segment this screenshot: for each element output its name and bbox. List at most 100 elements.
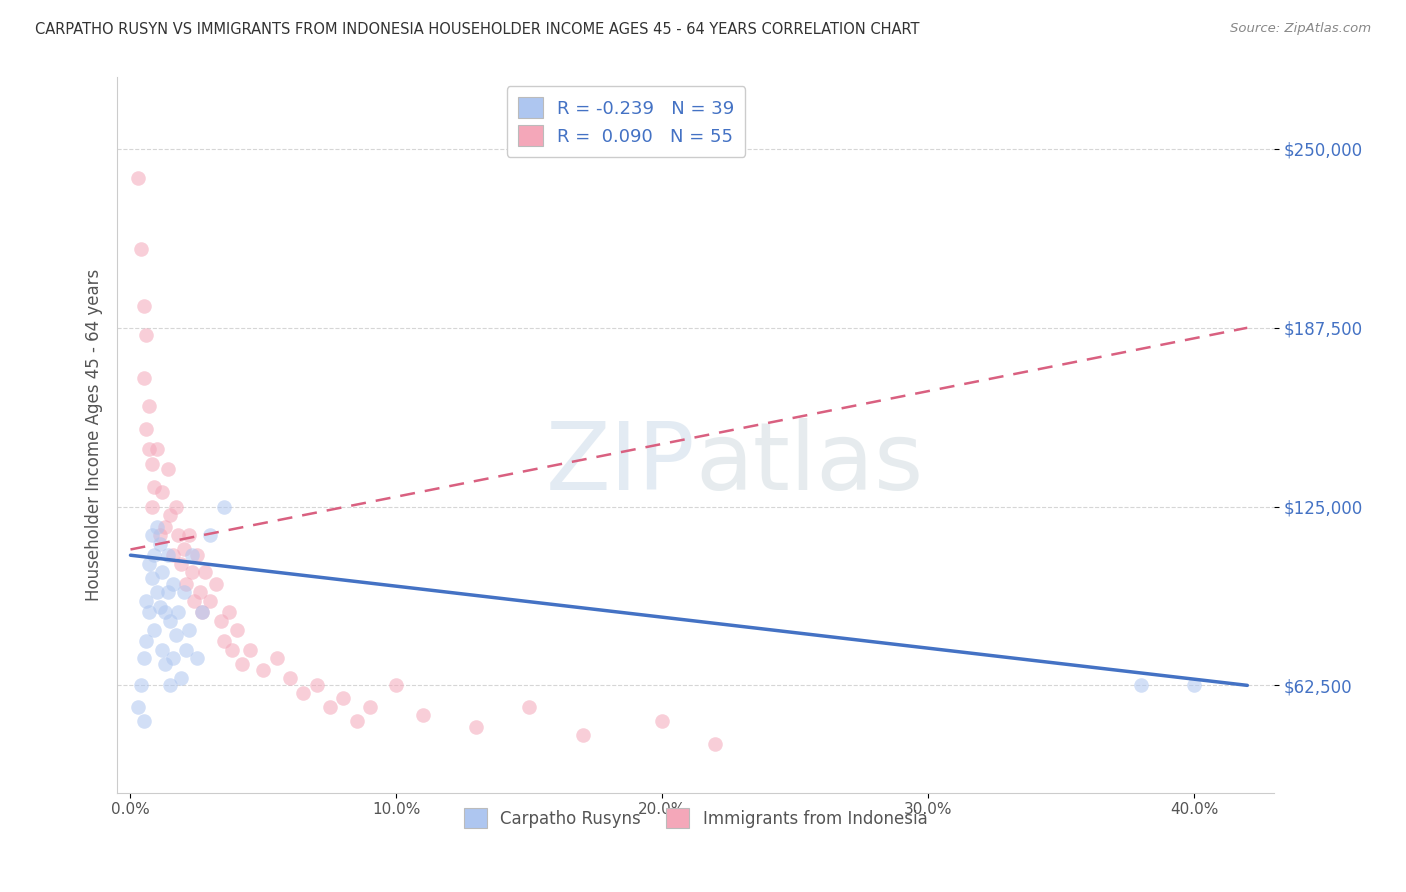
- Point: [153, 606, 176, 620]
- Point: [200, 594, 222, 608]
- Point: [218, 606, 240, 620]
- Point: [194, 566, 217, 580]
- Text: atlas: atlas: [696, 417, 924, 509]
- Point: [149, 528, 172, 542]
- Point: [135, 327, 157, 342]
- Point: [153, 657, 176, 671]
- Point: [305, 678, 328, 692]
- Point: [132, 651, 155, 665]
- Point: [180, 566, 202, 580]
- Point: [135, 594, 157, 608]
- Point: [239, 642, 262, 657]
- Point: [149, 599, 172, 614]
- Point: [292, 685, 315, 699]
- Point: [129, 678, 152, 692]
- Text: ZIP: ZIP: [546, 417, 696, 509]
- Point: [162, 576, 184, 591]
- Point: [127, 170, 149, 185]
- Point: [266, 651, 288, 665]
- Point: [346, 714, 368, 728]
- Point: [200, 528, 222, 542]
- Point: [146, 585, 169, 599]
- Point: [149, 537, 172, 551]
- Point: [173, 585, 195, 599]
- Point: [412, 708, 434, 723]
- Point: [177, 528, 200, 542]
- Point: [191, 606, 214, 620]
- Point: [153, 519, 176, 533]
- Point: [212, 500, 235, 514]
- Point: [170, 671, 193, 685]
- Point: [146, 519, 169, 533]
- Point: [180, 548, 202, 562]
- Point: [176, 576, 198, 591]
- Point: [167, 606, 190, 620]
- Point: [332, 691, 354, 706]
- Legend: Carpatho Rusyns, Immigrants from Indonesia: Carpatho Rusyns, Immigrants from Indones…: [457, 802, 934, 834]
- Point: [159, 678, 181, 692]
- Point: [1129, 678, 1152, 692]
- Point: [231, 657, 253, 671]
- Point: [141, 500, 163, 514]
- Point: [209, 614, 232, 628]
- Point: [517, 699, 540, 714]
- Point: [138, 557, 160, 571]
- Point: [191, 606, 214, 620]
- Y-axis label: Householder Income Ages 45 - 64 years: Householder Income Ages 45 - 64 years: [86, 268, 103, 601]
- Point: [152, 485, 174, 500]
- Point: [138, 400, 160, 414]
- Point: [176, 642, 198, 657]
- Point: [221, 642, 243, 657]
- Point: [159, 614, 181, 628]
- Point: [465, 720, 488, 734]
- Point: [319, 699, 342, 714]
- Point: [135, 422, 157, 436]
- Point: [152, 642, 174, 657]
- Point: [278, 671, 301, 685]
- Point: [138, 442, 160, 457]
- Point: [186, 548, 208, 562]
- Point: [162, 651, 184, 665]
- Point: [132, 371, 155, 385]
- Point: [141, 457, 163, 471]
- Point: [156, 462, 179, 476]
- Point: [704, 737, 727, 751]
- Point: [132, 714, 155, 728]
- Point: [188, 585, 211, 599]
- Point: [127, 699, 149, 714]
- Point: [156, 548, 179, 562]
- Point: [225, 623, 247, 637]
- Point: [183, 594, 205, 608]
- Point: [162, 548, 184, 562]
- Point: [1182, 678, 1205, 692]
- Point: [385, 678, 408, 692]
- Point: [159, 508, 181, 523]
- Text: Source: ZipAtlas.com: Source: ZipAtlas.com: [1230, 22, 1371, 36]
- Point: [156, 585, 179, 599]
- Point: [135, 634, 157, 648]
- Point: [571, 728, 593, 742]
- Point: [129, 242, 152, 256]
- Point: [212, 634, 235, 648]
- Point: [143, 479, 166, 493]
- Point: [359, 699, 381, 714]
- Point: [186, 651, 208, 665]
- Point: [165, 628, 187, 642]
- Point: [167, 528, 190, 542]
- Point: [141, 528, 163, 542]
- Point: [165, 500, 187, 514]
- Point: [152, 566, 174, 580]
- Point: [170, 557, 193, 571]
- Point: [177, 623, 200, 637]
- Point: [132, 299, 155, 313]
- Point: [204, 576, 226, 591]
- Point: [173, 542, 195, 557]
- Point: [252, 663, 274, 677]
- Point: [138, 606, 160, 620]
- Point: [651, 714, 673, 728]
- Text: CARPATHO RUSYN VS IMMIGRANTS FROM INDONESIA HOUSEHOLDER INCOME AGES 45 - 64 YEAR: CARPATHO RUSYN VS IMMIGRANTS FROM INDONE…: [35, 22, 920, 37]
- Point: [141, 571, 163, 585]
- Point: [143, 548, 166, 562]
- Point: [143, 623, 166, 637]
- Point: [146, 442, 169, 457]
